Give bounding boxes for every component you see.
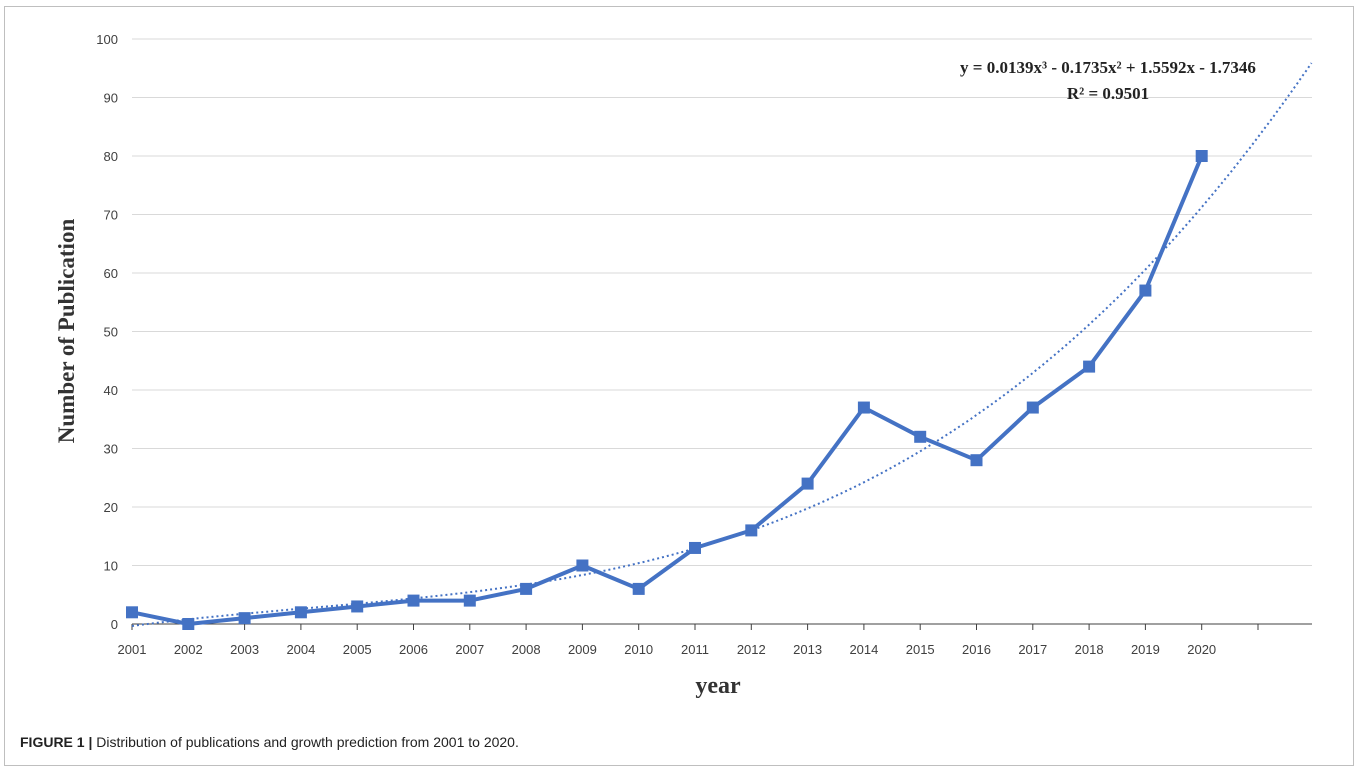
x-tick-label-2018: 2018	[1075, 642, 1104, 657]
y-tick-label-90: 90	[104, 91, 118, 106]
data-point-2009	[576, 559, 589, 572]
data-point-2001	[126, 606, 138, 619]
x-tick-label-2009: 2009	[568, 642, 597, 657]
data-point-2005	[351, 600, 364, 613]
x-tick-label-2003: 2003	[230, 642, 259, 657]
y-tick-label-70: 70	[104, 208, 118, 223]
data-point-2002	[182, 618, 195, 630]
data-point-2007	[463, 594, 476, 607]
data-point-2004	[294, 606, 307, 619]
y-tick-label-10: 10	[104, 559, 118, 574]
x-tick-label-2001: 2001	[118, 642, 147, 657]
y-tick-label-20: 20	[104, 500, 118, 515]
y-tick-label-40: 40	[104, 383, 118, 398]
x-tick-labels: 2001 2002 2003 2004 2005 2006 2007 2008 2009 2010…	[118, 642, 1217, 657]
data-point-2018	[1083, 360, 1096, 373]
series-polyline	[131, 155, 1204, 626]
data-point-2006	[407, 594, 420, 607]
x-tick-label-2016: 2016	[962, 642, 991, 657]
y-tick-label-60: 60	[104, 266, 118, 281]
x-tick-label-2019: 2019	[1131, 642, 1160, 657]
data-point-2013	[801, 477, 814, 490]
y-tick-label-30: 30	[104, 442, 118, 457]
x-axis-title: year	[695, 673, 741, 699]
data-point-2015	[914, 430, 927, 443]
x-tick-label-2013: 2013	[793, 642, 822, 657]
data-point-2019	[1139, 284, 1152, 297]
series-line	[131, 155, 1204, 626]
caption-text: Distribution of publications and growth …	[92, 734, 519, 750]
y-axis-title: Number of Publication	[54, 219, 79, 444]
data-point-2016	[970, 454, 983, 467]
trendline-r-squared: R² = 0.9501	[1067, 84, 1149, 103]
figure-frame	[4, 6, 1354, 766]
data-markers	[126, 150, 1208, 630]
data-point-2011	[689, 541, 701, 554]
x-tick-label-2020: 2020	[1187, 642, 1216, 657]
y-tick-label-0: 0	[111, 617, 118, 632]
x-tick-label-2004: 2004	[286, 642, 315, 657]
x-tick-label-2007: 2007	[455, 642, 484, 657]
data-point-2010	[632, 582, 645, 595]
x-tick-label-2014: 2014	[849, 642, 878, 657]
x-tick-label-2002: 2002	[174, 642, 203, 657]
y-tick-label-100: 100	[96, 32, 118, 47]
caption-label: FIGURE 1 |	[20, 734, 93, 750]
x-tick-label-2011: 2011	[681, 642, 709, 657]
trendline-equation: y = 0.0139x³ - 0.1735x² + 1.5592x - 1.73…	[960, 58, 1256, 77]
data-point-2017	[1026, 401, 1039, 414]
data-point-2012	[745, 524, 758, 537]
x-tick-label-2015: 2015	[906, 642, 935, 657]
data-point-2008	[520, 582, 533, 595]
y-tick-label-80: 80	[104, 149, 118, 164]
x-tick-label-2010: 2010	[624, 642, 653, 657]
x-tick-label-2008: 2008	[512, 642, 541, 657]
x-tick-label-2017: 2017	[1018, 642, 1047, 657]
x-tick-label-2006: 2006	[399, 642, 428, 657]
figure-caption: FIGURE 1 | Distribution of publications …	[20, 734, 519, 750]
y-tick-label-50: 50	[104, 325, 118, 340]
data-point-2014	[857, 401, 870, 414]
data-point-2003	[238, 612, 251, 625]
data-point-2020	[1195, 150, 1208, 162]
x-tick-label-2005: 2005	[343, 642, 372, 657]
grid-lines	[132, 38, 1312, 566]
axes	[131, 623, 1312, 630]
x-tick-label-2012: 2012	[737, 642, 766, 657]
y-tick-labels: 0 10 20 30 40 50 60 70 80 90 100	[96, 32, 118, 632]
